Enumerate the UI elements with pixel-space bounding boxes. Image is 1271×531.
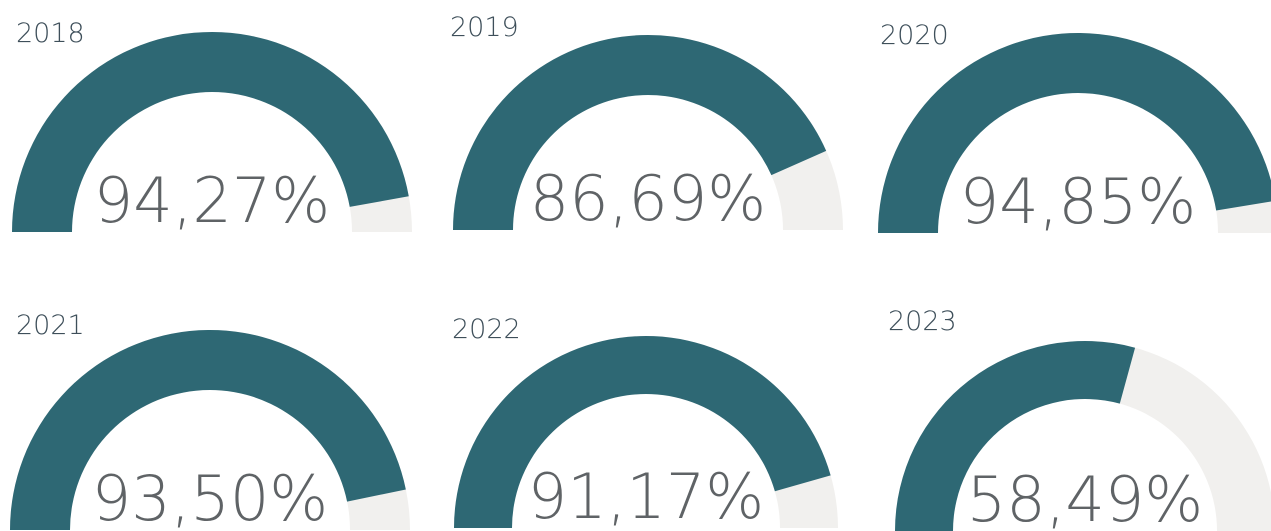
gauge: 2023 58,49% xyxy=(888,306,1271,531)
gauge-value-arc xyxy=(10,330,406,530)
gauge: 2022 91,17% xyxy=(452,314,838,531)
gauge-title: 2020 xyxy=(880,20,949,51)
gauge-title: 2023 xyxy=(888,306,957,337)
gauge-title: 2019 xyxy=(450,12,519,43)
gauge-value-label: 93,50% xyxy=(92,462,328,531)
gauge: 2020 94,85% xyxy=(878,20,1271,238)
gauge: 2019 86,69% xyxy=(450,12,843,235)
gauge-value-arc xyxy=(453,35,827,230)
gauge: 2021 93,50% xyxy=(10,310,410,531)
gauge-value-label: 94,85% xyxy=(960,165,1196,238)
gauge-value-arc xyxy=(878,32,1271,233)
gauge-value-label: 86,69% xyxy=(530,162,766,235)
gauge-value-label: 58,49% xyxy=(967,463,1203,531)
gauge-title: 2018 xyxy=(16,18,85,49)
gauge-value-label: 91,17% xyxy=(528,460,764,531)
gauge-title: 2022 xyxy=(452,314,521,345)
gauge-value-label: 94,27% xyxy=(94,164,330,237)
gauge-value-arc xyxy=(454,335,831,528)
gauge-title: 2021 xyxy=(16,310,85,341)
gauge-value-arc xyxy=(895,340,1136,531)
gauge: 2018 94,27% xyxy=(12,18,412,237)
gauge-value-arc xyxy=(12,32,409,232)
